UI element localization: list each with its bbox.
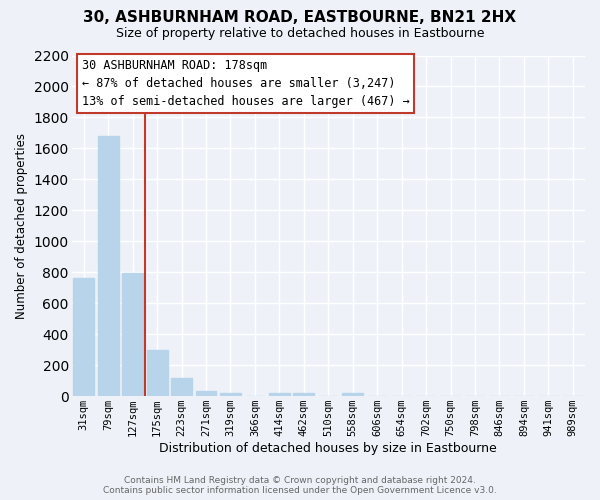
Bar — [147, 350, 167, 396]
Y-axis label: Number of detached properties: Number of detached properties — [15, 133, 28, 319]
Bar — [122, 273, 143, 396]
Bar — [196, 390, 217, 396]
Bar — [171, 378, 192, 396]
X-axis label: Distribution of detached houses by size in Eastbourne: Distribution of detached houses by size … — [160, 442, 497, 455]
Bar — [293, 393, 314, 396]
Bar — [269, 393, 290, 396]
Bar — [220, 393, 241, 396]
Bar — [73, 278, 94, 396]
Text: 30 ASHBURNHAM ROAD: 178sqm
← 87% of detached houses are smaller (3,247)
13% of s: 30 ASHBURNHAM ROAD: 178sqm ← 87% of deta… — [82, 59, 410, 108]
Text: Contains HM Land Registry data © Crown copyright and database right 2024.
Contai: Contains HM Land Registry data © Crown c… — [103, 476, 497, 495]
Bar — [343, 393, 363, 396]
Text: Size of property relative to detached houses in Eastbourne: Size of property relative to detached ho… — [116, 28, 484, 40]
Bar — [98, 136, 119, 396]
Text: 30, ASHBURNHAM ROAD, EASTBOURNE, BN21 2HX: 30, ASHBURNHAM ROAD, EASTBOURNE, BN21 2H… — [83, 10, 517, 25]
